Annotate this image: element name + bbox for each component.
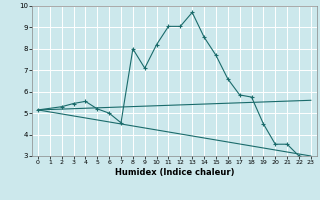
X-axis label: Humidex (Indice chaleur): Humidex (Indice chaleur)	[115, 168, 234, 177]
